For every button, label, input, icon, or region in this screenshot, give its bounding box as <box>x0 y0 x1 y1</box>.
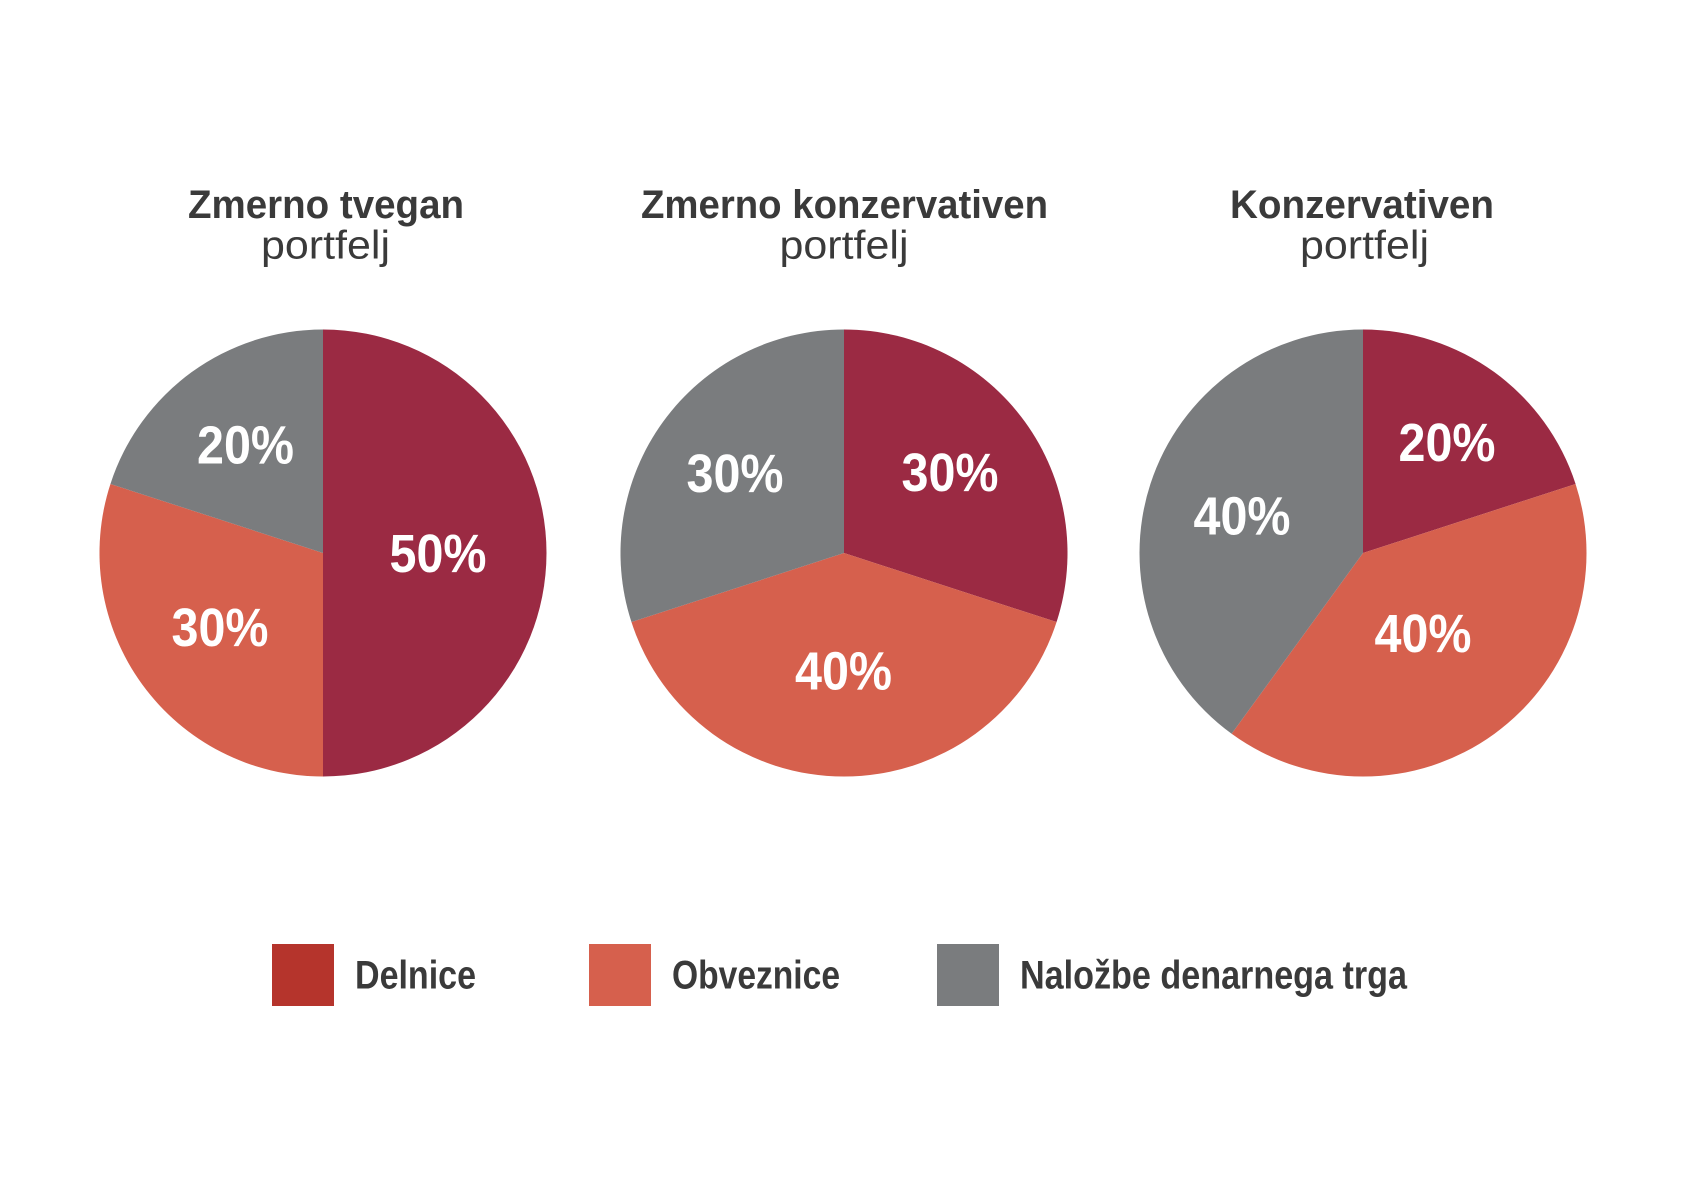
svg-text:20%: 20% <box>1399 413 1496 473</box>
svg-text:20%: 20% <box>197 416 294 476</box>
svg-text:40%: 40% <box>1194 487 1291 547</box>
svg-text:30%: 30% <box>902 443 999 503</box>
svg-text:Obveznice: Obveznice <box>672 954 840 998</box>
svg-text:40%: 40% <box>795 642 892 702</box>
svg-text:portfelj: portfelj <box>261 224 390 268</box>
svg-text:30%: 30% <box>172 598 269 658</box>
svg-text:Konzervativen: Konzervativen <box>1230 183 1494 227</box>
svg-text:30%: 30% <box>687 444 784 504</box>
svg-text:50%: 50% <box>390 524 487 584</box>
svg-text:Naložbe denarnega trga: Naložbe denarnega trga <box>1020 954 1408 998</box>
svg-text:40%: 40% <box>1375 604 1472 664</box>
svg-text:portfelj: portfelj <box>1300 224 1429 268</box>
svg-text:portfelj: portfelj <box>780 224 909 268</box>
svg-text:Delnice: Delnice <box>355 954 476 998</box>
svg-text:Zmerno tvegan: Zmerno tvegan <box>188 183 464 227</box>
svg-text:Zmerno konzervativen: Zmerno konzervativen <box>641 183 1048 227</box>
